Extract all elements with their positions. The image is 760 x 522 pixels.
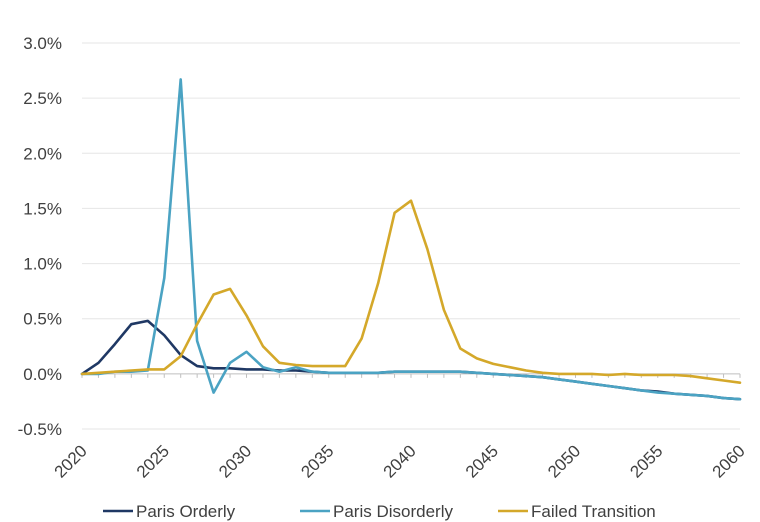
x-tick-label: 2060	[709, 441, 749, 481]
series-line-paris-disorderly	[80, 78, 742, 401]
legend-label-paris-orderly: Paris Orderly	[136, 502, 236, 521]
y-tick-label: 1.5%	[23, 199, 62, 218]
legend-label-paris-disorderly: Paris Disorderly	[333, 502, 453, 521]
legend: Paris Orderly Paris Disorderly Failed Tran…	[103, 502, 656, 521]
series-lines	[80, 78, 742, 401]
x-tick-label: 2055	[626, 441, 666, 481]
series-line-failed-transition	[80, 199, 742, 385]
y-tick-label: -0.5%	[18, 420, 62, 439]
legend-label-failed-transition: Failed Transition	[531, 502, 656, 521]
x-tick-label: 2045	[462, 441, 502, 481]
y-tick-label: 3.0%	[23, 34, 62, 53]
x-tick-label: 2050	[544, 441, 584, 481]
x-tick-label: 2025	[133, 441, 173, 481]
series-line-paris-orderly	[80, 319, 742, 401]
x-tick-label: 2040	[380, 441, 420, 481]
x-tick-label: 2035	[297, 441, 337, 481]
y-tick-label: 1.0%	[23, 255, 62, 274]
x-tick-label: 2020	[51, 441, 91, 481]
x-tick-label: 2030	[215, 441, 255, 481]
y-tick-label: 2.5%	[23, 89, 62, 108]
y-tick-label: 2.0%	[23, 144, 62, 163]
y-tick-label: 0.0%	[23, 365, 62, 384]
y-axis-tick-labels: -0.5% 0.0% 0.5% 1.0% 1.5% 2.0% 2.5% 3.0%	[18, 34, 62, 439]
x-axis-tick-labels: 2020 2025 2030 2035 2040 2045 2050 2055 2060	[51, 441, 749, 481]
y-tick-label: 0.5%	[23, 310, 62, 329]
